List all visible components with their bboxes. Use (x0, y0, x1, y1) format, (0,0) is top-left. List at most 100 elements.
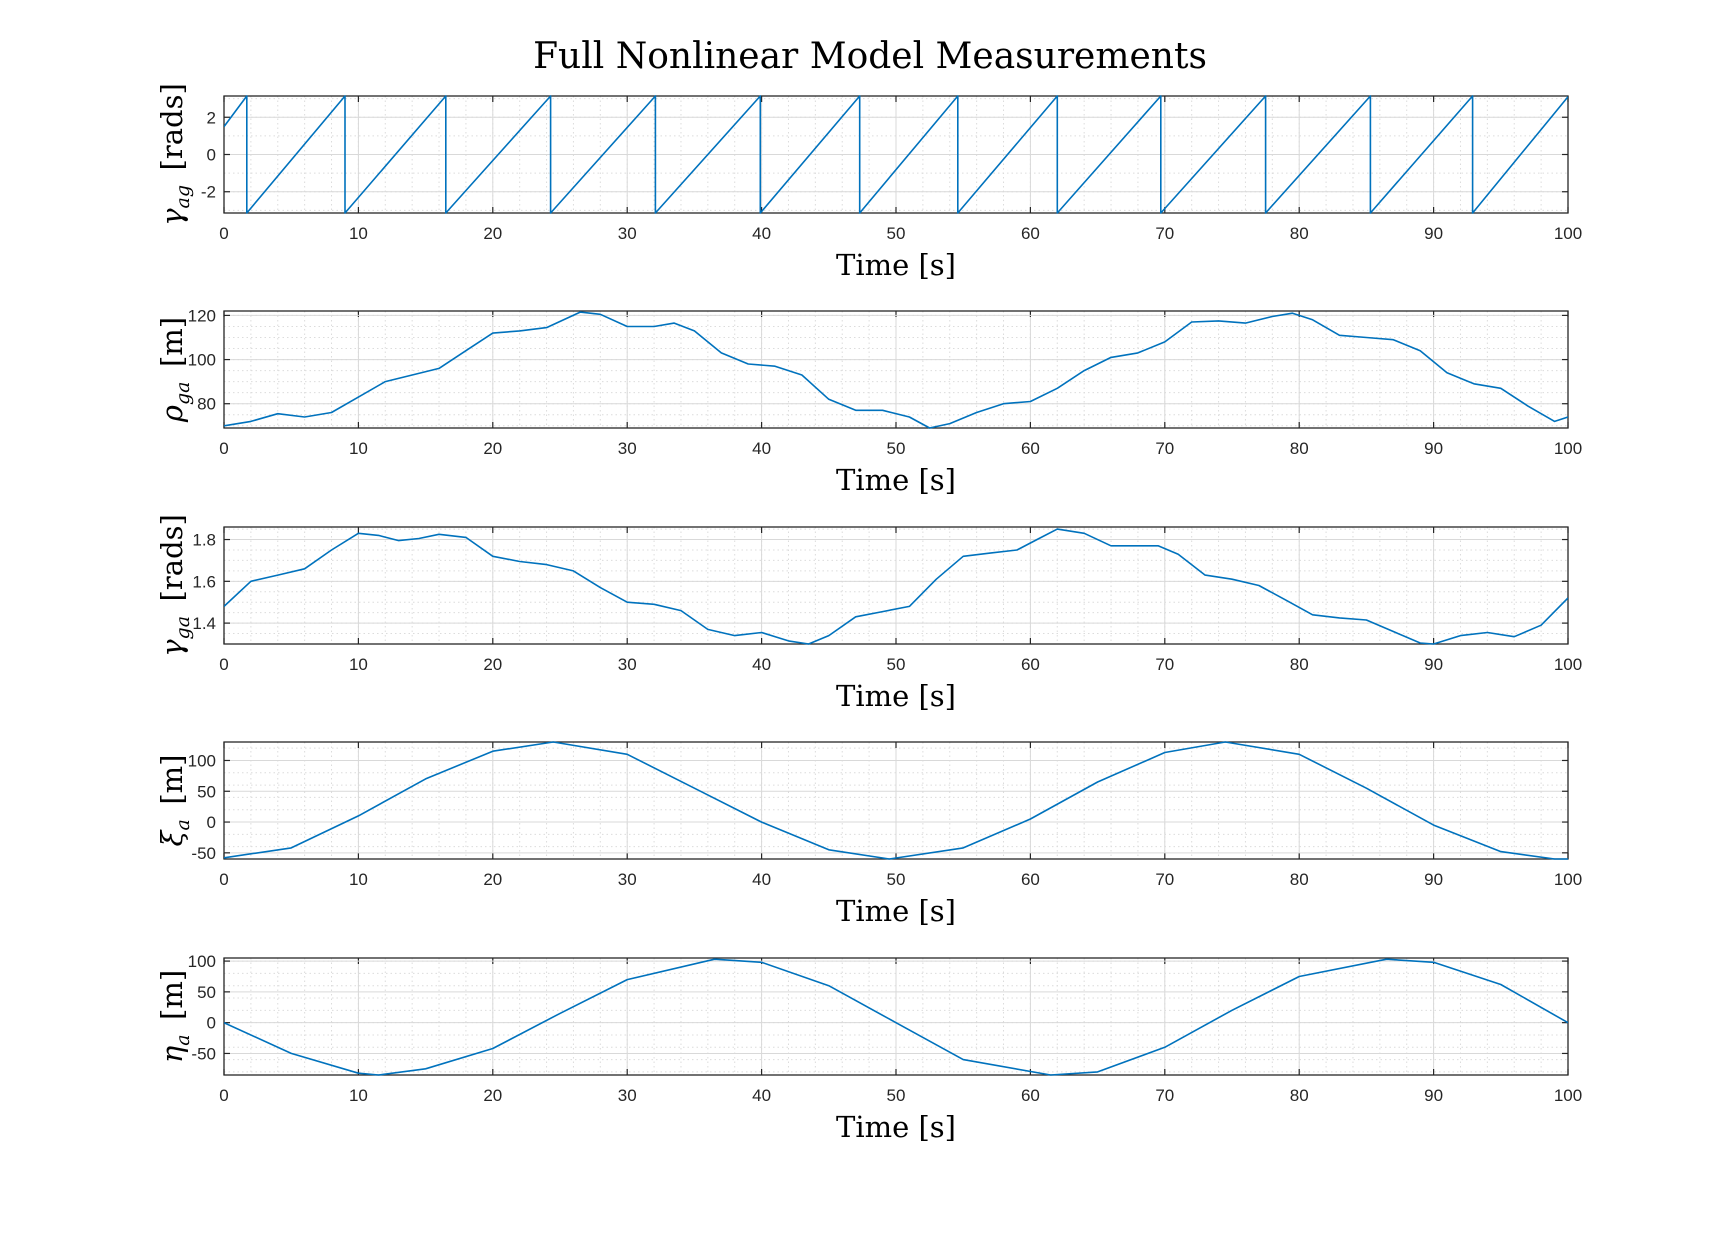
x-tick-label: 100 (1554, 439, 1582, 458)
x-tick-label: 10 (349, 1086, 368, 1105)
x-tick-label: 10 (349, 870, 368, 889)
y-tick-label: 100 (188, 952, 216, 971)
x-axis-label: Time [s] (836, 1110, 956, 1144)
y-label-unit: [m] (155, 317, 189, 382)
x-tick-label: 20 (483, 439, 502, 458)
y-axis-label: ξa [m] (155, 755, 194, 847)
x-axis-label: Time [s] (836, 248, 956, 282)
y-label-subscript: a (172, 1034, 194, 1045)
x-tick-label: 70 (1155, 1086, 1174, 1105)
y-tick-label: -2 (201, 183, 216, 202)
figure-title: Full Nonlinear Model Measurements (533, 36, 1207, 77)
y-label-unit: [m] (155, 755, 189, 820)
x-tick-label: 30 (618, 655, 637, 674)
y-tick-label: 2 (207, 108, 216, 127)
x-tick-label: 10 (349, 439, 368, 458)
x-tick-label: 20 (483, 224, 502, 243)
x-tick-label: 50 (887, 224, 906, 243)
x-tick-label: 70 (1155, 870, 1174, 889)
x-tick-label: 40 (752, 224, 771, 243)
y-tick-label: 1.4 (192, 614, 216, 633)
y-tick-label: 100 (188, 751, 216, 770)
x-tick-label: 90 (1424, 439, 1443, 458)
subplot-2: 0 10 20 30 40 50 60 70 80 90 100 80 100 120 Time [s] ρg… (155, 306, 1582, 497)
axes-box (223, 310, 1569, 429)
x-axis-label: Time [s] (836, 679, 956, 713)
x-tick-label: 80 (1290, 870, 1309, 889)
x-tick-label: 90 (1424, 655, 1443, 674)
x-tick-label: 10 (349, 655, 368, 674)
y-label-subscript: ga (172, 382, 194, 406)
y-label-symbol: ρ (155, 405, 189, 423)
x-axis-label: Time [s] (836, 894, 956, 928)
x-tick-label: 50 (887, 439, 906, 458)
x-tick-label: 60 (1021, 1086, 1040, 1105)
x-tick-label: 60 (1021, 655, 1040, 674)
x-tick-label: 50 (887, 655, 906, 674)
x-tick-label: 70 (1155, 224, 1174, 243)
y-label-symbol: η (155, 1045, 189, 1063)
x-tick-label: 80 (1290, 439, 1309, 458)
y-tick-label: 0 (207, 813, 216, 832)
x-tick-label: 60 (1021, 870, 1040, 889)
y-label-symbol: γ (155, 639, 189, 657)
y-label-subscript: ag (172, 185, 194, 209)
x-tick-label: 80 (1290, 224, 1309, 243)
y-tick-label: 80 (197, 395, 216, 414)
x-tick-label: 30 (618, 439, 637, 458)
x-tick-label: 100 (1554, 1086, 1582, 1105)
subplot-5: 0 10 20 30 40 50 60 70 80 90 100 -50 0 50 100 Time [s] η… (155, 952, 1582, 1144)
y-tick-label: 100 (188, 351, 216, 370)
y-label-unit: [m] (155, 970, 189, 1035)
y-label-unit: [rads] (155, 514, 189, 616)
x-axis-label: Time [s] (836, 463, 956, 497)
y-label-subscript: a (172, 819, 194, 830)
y-tick-label: 0 (207, 146, 216, 165)
y-axis-label: ρga [m] (155, 317, 194, 423)
y-tick-label: 120 (188, 306, 216, 325)
x-tick-label: 10 (349, 224, 368, 243)
x-tick-label: 40 (752, 655, 771, 674)
x-tick-label: 30 (618, 870, 637, 889)
x-tick-label: 20 (483, 1086, 502, 1105)
x-tick-label: 0 (219, 870, 228, 889)
x-tick-label: 30 (618, 1086, 637, 1105)
x-tick-label: 0 (219, 1086, 228, 1105)
series-line-4 (224, 741, 1568, 860)
x-tick-label: 30 (618, 224, 637, 243)
y-tick-label: -50 (191, 1044, 216, 1063)
axes-box (223, 95, 1569, 214)
y-label-subscript: ga (172, 616, 194, 640)
x-tick-label: 40 (752, 439, 771, 458)
y-tick-label: 50 (197, 983, 216, 1002)
y-label-unit: [rads] (155, 83, 189, 185)
x-tick-label: 100 (1554, 655, 1582, 674)
subplot-1: 0 10 20 30 40 50 60 70 80 90 100 -2 0 2 Time [s] γag [r… (155, 83, 1582, 282)
series-line-2 (224, 311, 1568, 429)
y-axis-label: γag [rads] (155, 83, 194, 226)
x-tick-label: 70 (1155, 439, 1174, 458)
x-tick-label: 90 (1424, 224, 1443, 243)
y-label-symbol: γ (155, 208, 189, 226)
x-tick-label: 0 (219, 439, 228, 458)
axes-box (223, 957, 1569, 1076)
x-tick-label: 90 (1424, 870, 1443, 889)
subplot-3: 0 10 20 30 40 50 60 70 80 90 100 1.4 1.6 1.8 Time [s] γ… (155, 514, 1582, 713)
x-tick-label: 50 (887, 1086, 906, 1105)
x-tick-label: 80 (1290, 1086, 1309, 1105)
x-tick-label: 90 (1424, 1086, 1443, 1105)
x-tick-label: 0 (219, 655, 228, 674)
x-tick-label: 40 (752, 1086, 771, 1105)
x-tick-label: 20 (483, 870, 502, 889)
x-tick-label: 60 (1021, 224, 1040, 243)
x-tick-label: 40 (752, 870, 771, 889)
series-line-1 (224, 95, 1568, 214)
x-tick-label: 80 (1290, 655, 1309, 674)
axes-box (223, 526, 1569, 645)
y-label-symbol: ξ (155, 828, 189, 846)
series-line-3 (224, 528, 1568, 645)
y-tick-label: -50 (191, 844, 216, 863)
y-tick-label: 1.6 (192, 572, 216, 591)
y-axis-label: ηa [m] (155, 970, 194, 1063)
